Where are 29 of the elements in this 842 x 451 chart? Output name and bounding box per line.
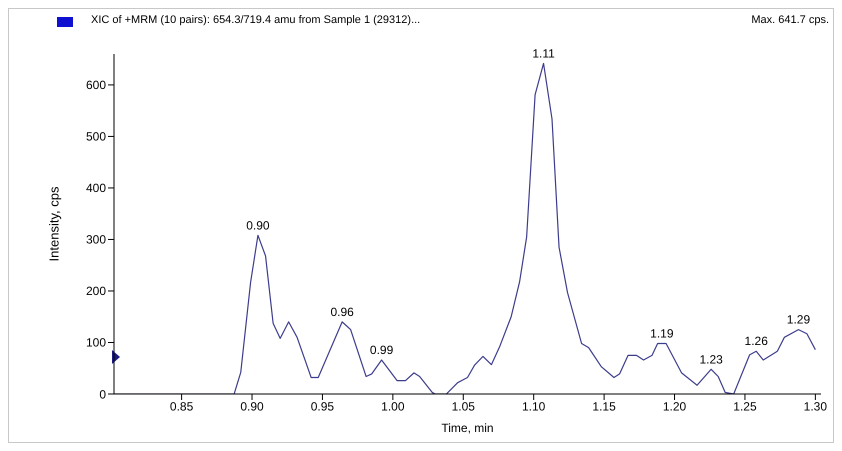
x-tick-label: 0.90 bbox=[240, 400, 264, 414]
x-tick-label: 1.10 bbox=[522, 400, 546, 414]
y-tick-label: 200 bbox=[86, 284, 106, 298]
y-tick-label: 400 bbox=[86, 181, 106, 196]
annotation: 1.11 bbox=[532, 46, 556, 60]
annotation: 1.23 bbox=[699, 352, 724, 366]
x-axis-title: Time, min bbox=[441, 421, 494, 435]
x-tick-label: 1.00 bbox=[381, 400, 405, 414]
annotation: 1.19 bbox=[650, 326, 674, 341]
chart-title: XIC of +MRM (10 pairs): 654.3/719.4 amu from Sample 1 (29312)... bbox=[91, 14, 420, 26]
x-tick-label: 1.05 bbox=[452, 400, 476, 414]
x-tick-label: 1.15 bbox=[592, 400, 616, 414]
y-tick-label: 100 bbox=[86, 336, 106, 350]
y-tick-label: 600 bbox=[86, 78, 106, 92]
annotation: 1.29 bbox=[786, 312, 810, 327]
annotation: 0.90 bbox=[246, 218, 270, 232]
x-tick-label: 0.95 bbox=[310, 400, 334, 414]
annotation: 0.99 bbox=[370, 343, 394, 357]
annotation: 0.96 bbox=[330, 304, 354, 319]
x-tick-label: 1.30 bbox=[804, 400, 828, 414]
y-tick-label: 0 bbox=[99, 387, 106, 402]
x-tick-label: 1.20 bbox=[662, 400, 687, 414]
x-tick-label: 1.25 bbox=[733, 400, 757, 414]
chart-subtitle: Max. 641.7 cps. bbox=[751, 14, 829, 26]
annotation: 1.26 bbox=[744, 334, 768, 348]
x-tick-label: 0.85 bbox=[170, 400, 194, 414]
y-tick-label: 500 bbox=[86, 130, 106, 144]
y-tick-label: 300 bbox=[86, 232, 106, 247]
y-axis-title: Intensity, cps bbox=[46, 186, 62, 262]
